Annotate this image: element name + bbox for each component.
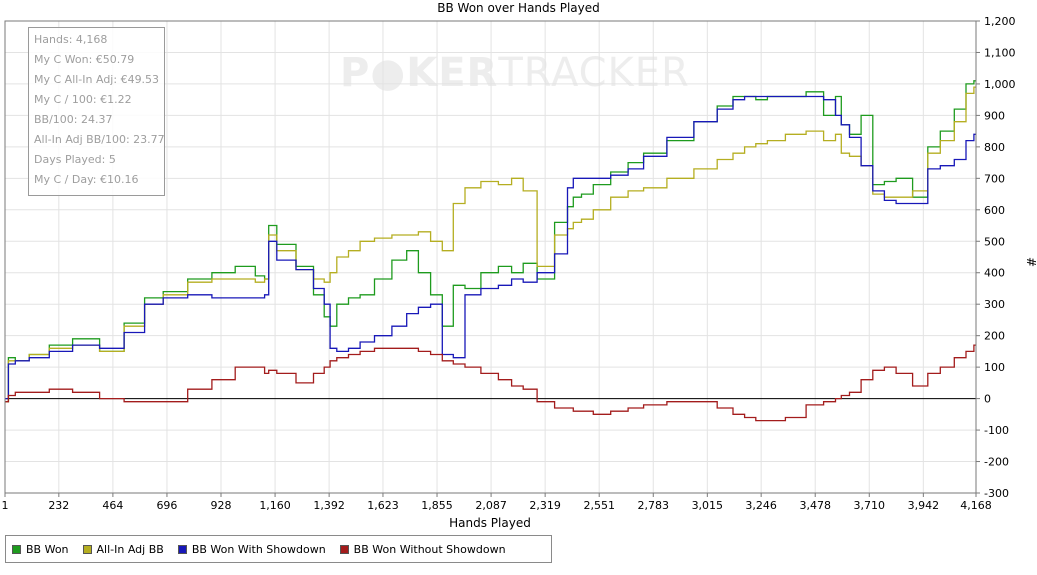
series-line-1 [5, 86, 976, 403]
x-axis-label: Hands Played [449, 516, 531, 530]
y-tick-label: 400 [984, 267, 1005, 280]
poker-tracker-watermark: P●KERTRACKER [340, 48, 689, 98]
legend-item-bb-won-with-showdown[interactable]: BB Won With Showdown [177, 542, 326, 556]
legend-item-bb-won[interactable]: BB Won [12, 543, 69, 556]
stat-per-day: My C / Day: €10.16 [34, 173, 139, 186]
series-lines [5, 80, 976, 422]
x-tick-label: 3,478 [799, 499, 831, 512]
y-tick-label: -300 [984, 487, 1009, 500]
watermark-part-1: P●KER [340, 50, 499, 96]
x-tick-label: 1,160 [259, 499, 291, 512]
x-tick-label: 696 [156, 499, 177, 512]
x-tick-label: 3,246 [745, 499, 777, 512]
y-tick-label: 300 [984, 298, 1005, 311]
x-tick-label: 928 [211, 499, 232, 512]
stat-won: My C Won: €50.79 [34, 53, 135, 66]
legend-swatch [12, 544, 21, 554]
stat-days-played: Days Played: 5 [34, 153, 116, 166]
y-tick-label: 500 [984, 235, 1005, 248]
legend-item-all-in-adj-bb[interactable]: All-In Adj BB [82, 542, 164, 556]
x-tick-label: 2,551 [583, 499, 615, 512]
legend-label: BB Won Without Showdown [353, 542, 506, 556]
legend-swatch [177, 544, 187, 554]
x-tick-label: 3,710 [854, 499, 886, 512]
x-tick-label: 464 [102, 499, 123, 512]
stat-hands: Hands: 4,168 [34, 33, 108, 46]
x-axis-ticks: 1 232 464 696 928 1,160 1,392 1,623 1,855 2,087 2,… [2, 493, 992, 512]
x-tick-label: 3,015 [692, 499, 724, 512]
y-axis-label: # [1024, 257, 1037, 267]
x-tick-label: 4,168 [960, 499, 992, 512]
x-tick-label: 232 [48, 499, 69, 512]
y-tick-label: -200 [984, 456, 1009, 469]
stat-bb-100: BB/100: 24.37 [34, 113, 113, 126]
series-line-2 [5, 95, 976, 400]
stat-per-100: My C / 100: €1.22 [34, 93, 132, 106]
watermark-part-2: TRACKER [498, 50, 690, 96]
y-tick-label: 600 [984, 204, 1005, 217]
x-tick-label: 1 [2, 499, 9, 512]
legend-label: All-In Adj BB [96, 542, 164, 556]
x-tick-label: 1,623 [367, 499, 399, 512]
stat-allin-bb-100: All-In Adj BB/100: 23.77 [34, 133, 165, 146]
x-tick-label: 2,783 [638, 499, 670, 512]
x-tick-label: 1,392 [313, 499, 345, 512]
x-tick-label: 2,087 [475, 499, 507, 512]
y-tick-label: 1,200 [984, 15, 1016, 28]
y-tick-label: 200 [984, 330, 1005, 343]
legend-swatch [82, 544, 92, 554]
legend-item-bb-won-without-showdown[interactable]: BB Won Without Showdown [339, 542, 506, 556]
x-tick-label: 3,942 [908, 499, 940, 512]
plot-frame [4, 20, 977, 494]
y-tick-label: 0 [984, 393, 991, 406]
y-tick-label: 700 [984, 172, 1005, 185]
legend-swatch [339, 544, 349, 554]
stat-allin-adj: My C All-In Adj: €49.53 [34, 73, 160, 86]
y-tick-label: -100 [984, 424, 1009, 437]
legend: BB Won All-In Adj BB BB Won With Showdow… [5, 535, 552, 563]
stats-box: Hands: 4,168 My C Won: €50.79 My C All-I… [28, 27, 165, 196]
series-line-3 [5, 344, 976, 422]
y-tick-label: 900 [984, 109, 1005, 122]
y-tick-label: 1,000 [984, 78, 1016, 91]
chart-title: BB Won over Hands Played [437, 1, 600, 15]
legend-label: BB Won [26, 542, 69, 556]
legend-label: BB Won With Showdown [191, 542, 326, 556]
y-tick-label: 800 [984, 141, 1005, 154]
y-axis-ticks: -300 -200 -100 0 100 200 300 400 500 600 700 800 900… [976, 15, 1016, 500]
x-tick-label: 2,319 [529, 499, 561, 512]
x-tick-label: 1,855 [421, 499, 453, 512]
y-tick-label: 1,100 [984, 46, 1016, 59]
y-tick-label: 100 [984, 361, 1005, 374]
